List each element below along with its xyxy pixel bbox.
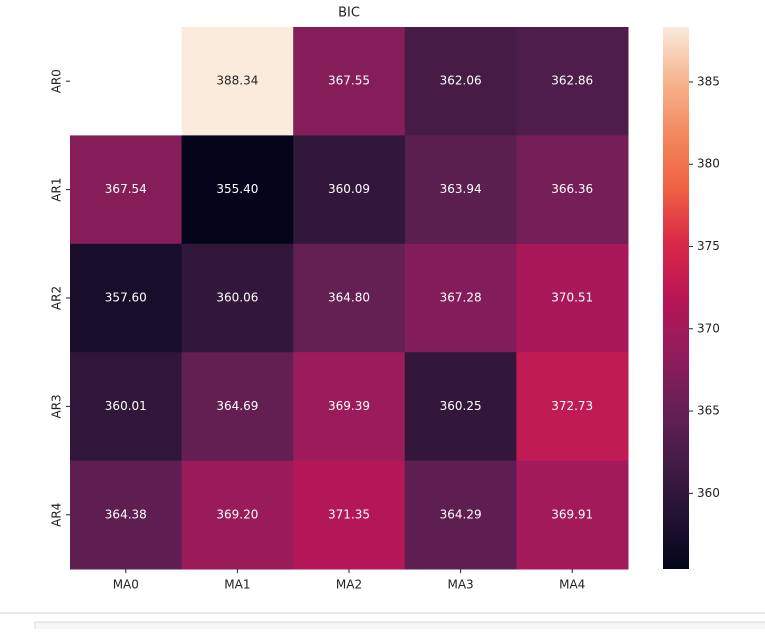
heatmap-cell	[293, 27, 406, 136]
heatmap-cell	[516, 352, 629, 462]
cell-label: 364.38	[105, 507, 147, 521]
y-tick-label: AR1	[50, 178, 64, 202]
chart-title: BIC	[338, 6, 360, 21]
colorbar-tick-label: 365	[697, 404, 720, 418]
x-tick-label: MA2	[336, 578, 362, 592]
heatmap-cell	[293, 243, 406, 353]
heatmap-cell	[70, 243, 183, 353]
heatmap-cell	[404, 135, 517, 245]
heatmap-cell	[516, 135, 629, 245]
heatmap-cell	[293, 352, 406, 462]
cell-label: 367.28	[440, 291, 482, 305]
heatmap-cell	[181, 243, 294, 353]
cell-label: 360.09	[328, 182, 370, 196]
cell-label: 370.51	[551, 291, 593, 305]
cell-label: 360.25	[440, 399, 482, 413]
heatmap-cell	[70, 352, 183, 462]
heatmap-cell	[181, 352, 294, 462]
heatmap-cell	[516, 460, 629, 570]
cell-label: 363.94	[440, 182, 482, 196]
cell-label: 362.86	[551, 74, 593, 88]
cell-label: 369.20	[216, 507, 258, 521]
cell-label: 360.06	[216, 291, 258, 305]
heatmap-cell	[404, 460, 517, 570]
y-tick-label: AR0	[50, 69, 64, 93]
colorbar-tick-label: 385	[697, 74, 720, 88]
x-tick-label: MA3	[447, 578, 473, 592]
cell-label: 364.80	[328, 291, 370, 305]
heatmap-cell	[516, 27, 629, 136]
y-tick-label: AR3	[50, 394, 64, 418]
colorbar	[663, 27, 689, 569]
cell-label: 367.55	[328, 74, 370, 88]
cell-label: 364.69	[216, 399, 258, 413]
y-tick-label: AR2	[50, 286, 64, 310]
heatmap-cell	[70, 135, 183, 245]
heatmap-cell	[404, 352, 517, 462]
heatmap-cell	[293, 135, 406, 245]
colorbar-tick-label: 360	[697, 486, 720, 500]
cell-label: 355.40	[216, 182, 258, 196]
heatmap-cell	[404, 27, 517, 136]
cell-label: 364.29	[440, 507, 482, 521]
cell-label: 372.73	[551, 399, 593, 413]
y-tick-label: AR4	[50, 503, 64, 527]
heatmap-cell	[181, 27, 294, 136]
x-tick-label: MA0	[113, 578, 139, 592]
heatmap-cell	[404, 243, 517, 353]
colorbar-tick-label: 380	[697, 157, 720, 171]
colorbar-tick-label: 370	[697, 321, 720, 335]
cell-label: 388.34	[216, 74, 258, 88]
heatmap-cell	[181, 460, 294, 570]
cell-label: 366.36	[551, 182, 593, 196]
heatmap-cell	[516, 243, 629, 353]
x-tick-label: MA4	[559, 578, 585, 592]
x-tick-label: MA1	[224, 578, 250, 592]
cell-label: 369.39	[328, 399, 370, 413]
next-cell	[34, 621, 765, 633]
heatmap-cell	[293, 460, 406, 570]
cell-label: 369.91	[551, 507, 593, 521]
cell-label: 360.01	[105, 399, 147, 413]
colorbar-tick-label: 375	[697, 239, 720, 253]
heatmap-cell	[70, 460, 183, 570]
cell-label: 367.54	[105, 182, 147, 196]
cell-label: 362.06	[440, 74, 482, 88]
cell-label: 371.35	[328, 507, 370, 521]
heatmap-cell	[181, 135, 294, 245]
cell-label: 357.60	[105, 291, 147, 305]
